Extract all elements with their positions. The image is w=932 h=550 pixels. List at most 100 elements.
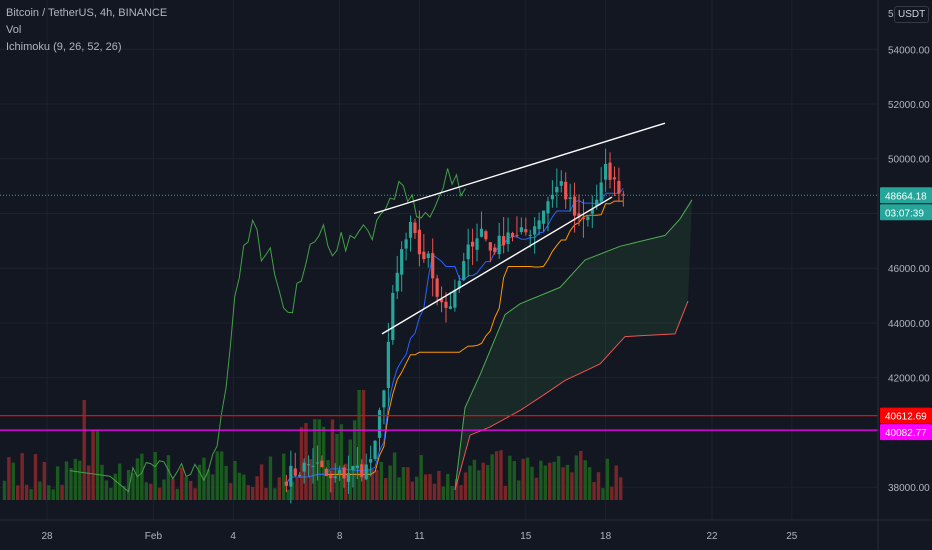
volume-bar xyxy=(175,488,180,500)
volume-bar xyxy=(219,451,224,500)
volume-bar xyxy=(556,456,561,500)
volume-bar xyxy=(228,483,233,500)
volume-bar xyxy=(304,423,308,500)
last-price-tag: 48664.18 xyxy=(880,187,932,204)
volume-bar xyxy=(251,486,255,500)
volume-bar xyxy=(38,481,42,500)
volume-bar xyxy=(206,469,211,500)
candle-body xyxy=(377,410,382,438)
volume-bar xyxy=(144,482,149,500)
volume-bar xyxy=(20,453,24,500)
volume-bar xyxy=(246,485,250,500)
volume-bar xyxy=(215,451,219,500)
candle-body xyxy=(457,280,461,289)
volume-bar xyxy=(264,487,268,500)
ichimoku-indicator-label[interactable]: Ichimoku (9, 26, 52, 26) xyxy=(6,41,122,53)
volume-bar xyxy=(423,474,428,500)
candle-body xyxy=(599,182,603,202)
candle-body xyxy=(608,162,612,180)
volume-bar xyxy=(361,390,366,500)
candle-body xyxy=(510,233,515,237)
y-tick-label: 5 xyxy=(888,9,894,20)
candle-body xyxy=(346,473,351,482)
currency-button[interactable]: USDT xyxy=(894,6,930,23)
candle-body xyxy=(351,466,355,471)
candle-body xyxy=(497,235,501,255)
volume-bar xyxy=(321,426,326,500)
volume-bar xyxy=(211,474,215,500)
volume-bar xyxy=(579,450,583,500)
volume-bar xyxy=(55,466,60,500)
candle-body xyxy=(515,234,519,236)
volume-bar xyxy=(517,480,521,500)
volume-bar xyxy=(135,458,140,500)
volume-bar xyxy=(565,464,570,500)
volume-bar xyxy=(357,390,361,500)
candle-body xyxy=(621,194,625,196)
volume-bar xyxy=(583,460,587,500)
volume-bar xyxy=(352,420,357,500)
volume-bar xyxy=(91,430,95,500)
candle-body xyxy=(586,216,590,221)
candle-body xyxy=(533,226,537,235)
volume-bar xyxy=(16,485,20,500)
volume-bar xyxy=(428,474,432,500)
volume-bar xyxy=(548,462,552,500)
candle-body xyxy=(329,475,333,479)
level-1-tag-bg xyxy=(880,407,932,424)
candle-body xyxy=(417,229,421,255)
volume-bar xyxy=(282,453,286,500)
candle-body xyxy=(382,390,386,408)
candle-body xyxy=(595,199,599,206)
volume-bar xyxy=(82,400,86,500)
volume-bar xyxy=(494,451,499,500)
candle-body xyxy=(444,301,448,308)
volume-bar xyxy=(184,477,188,500)
volume-bar xyxy=(197,464,202,500)
volume-bar xyxy=(11,462,16,500)
candle-body xyxy=(320,460,324,468)
volume-bar xyxy=(299,427,304,500)
x-tick-label: 15 xyxy=(520,531,532,542)
volume-bar xyxy=(552,461,556,500)
volume-bar xyxy=(33,454,38,500)
volume-bar xyxy=(317,419,321,500)
vol-indicator-label[interactable]: Vol xyxy=(6,24,22,36)
volume-bar xyxy=(295,477,299,500)
candle-body xyxy=(306,464,311,466)
cloud-fill xyxy=(455,199,692,490)
x-tick-label: Feb xyxy=(145,531,163,542)
last-price-tag-bg xyxy=(880,187,932,204)
candle-body xyxy=(572,196,577,216)
volume-bar xyxy=(459,485,463,500)
volume-bar xyxy=(237,472,242,500)
volume-bar xyxy=(180,467,184,500)
candle-body xyxy=(493,247,497,253)
candle-body xyxy=(541,210,546,224)
volume-bar xyxy=(477,470,481,500)
y-tick-label: 38000.00 xyxy=(888,483,930,494)
volume-bar xyxy=(375,470,379,500)
y-tick-label: 52000.00 xyxy=(888,100,930,111)
symbol-title[interactable]: Bitcoin / TetherUS, 4h, BINANCE xyxy=(6,7,168,19)
level-1-tag: 40612.69 xyxy=(880,407,932,424)
volume-bar xyxy=(330,419,335,500)
volume-bar xyxy=(2,480,7,500)
volume-bar xyxy=(454,479,459,500)
candle-body xyxy=(488,242,492,251)
volume-bar xyxy=(503,485,508,500)
volume-bar xyxy=(233,460,237,500)
candle-body xyxy=(484,231,488,240)
candle-body xyxy=(617,180,621,194)
candle-body xyxy=(448,306,453,309)
candle-body xyxy=(524,229,528,233)
volume-bar xyxy=(51,489,55,500)
volume-bar xyxy=(78,460,82,500)
volume-bar xyxy=(366,468,370,500)
candle-body xyxy=(391,292,395,341)
volume-bar xyxy=(126,469,131,500)
volume-bar xyxy=(259,464,264,500)
x-tick-label: 4 xyxy=(230,531,236,542)
